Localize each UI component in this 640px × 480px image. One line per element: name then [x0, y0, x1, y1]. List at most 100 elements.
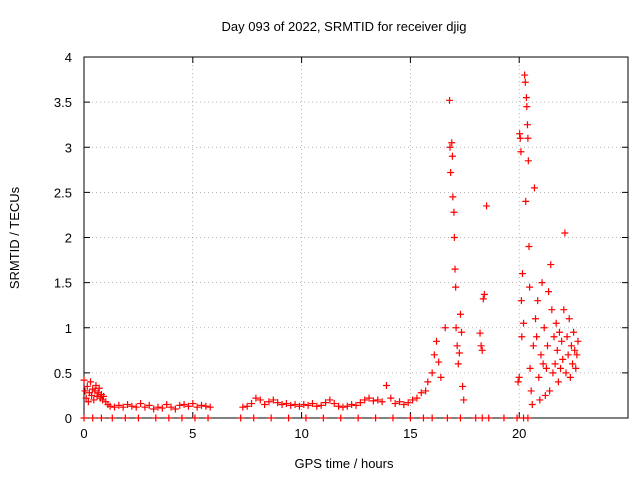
data-point	[441, 324, 449, 332]
data-point	[522, 197, 530, 205]
data-point	[535, 373, 543, 381]
data-point	[558, 337, 566, 345]
data-point	[90, 396, 98, 404]
data-point	[121, 414, 129, 422]
data-point	[83, 382, 91, 390]
data-point	[553, 346, 561, 354]
data-point	[404, 399, 412, 407]
data-point	[256, 396, 264, 404]
data-point	[446, 96, 454, 104]
data-point	[549, 369, 557, 377]
data-point	[472, 414, 480, 422]
data-point	[317, 401, 325, 409]
grid-lines	[84, 57, 628, 418]
data-point	[433, 337, 441, 345]
data-point	[361, 396, 369, 404]
data-point	[567, 342, 575, 350]
data-point	[250, 414, 258, 422]
data-point	[570, 328, 578, 336]
data-point	[295, 402, 303, 410]
data-point	[287, 401, 295, 409]
data-point	[243, 402, 251, 410]
data-point	[387, 394, 395, 402]
data-point	[561, 229, 569, 237]
data-point	[417, 389, 425, 397]
data-point	[537, 351, 545, 359]
data-point	[372, 414, 380, 422]
data-point	[453, 342, 461, 350]
data-point	[193, 403, 201, 411]
y-axis-label: SRMTID / TECUs	[7, 186, 22, 289]
data-point	[564, 351, 572, 359]
data-point	[337, 414, 345, 422]
data-point	[409, 396, 417, 404]
data-point	[154, 403, 162, 411]
data-point	[87, 378, 95, 386]
data-point	[528, 400, 536, 408]
y-tick-label: 0.5	[54, 366, 72, 381]
data-point	[450, 208, 458, 216]
data-point	[84, 398, 92, 406]
data-point	[304, 401, 312, 409]
data-point	[282, 400, 290, 408]
data-point	[516, 134, 524, 142]
data-point	[559, 355, 567, 363]
data-point	[565, 315, 573, 323]
data-point	[189, 400, 197, 408]
data-point	[478, 346, 486, 354]
y-tick-label: 3.5	[54, 95, 72, 110]
data-point	[443, 414, 451, 422]
data-point	[541, 391, 549, 399]
data-point	[547, 261, 555, 269]
data-point	[557, 364, 565, 372]
data-point	[514, 378, 522, 386]
data-point	[378, 398, 386, 406]
data-point	[524, 414, 532, 422]
data-point	[119, 403, 127, 411]
data-point	[134, 414, 142, 422]
data-point	[456, 414, 464, 422]
data-point	[450, 234, 458, 241]
x-tick-label: 0	[80, 426, 87, 441]
data-point	[180, 400, 188, 408]
data-point	[480, 290, 488, 298]
data-point	[483, 202, 491, 210]
data-point	[348, 400, 356, 408]
data-point	[132, 403, 140, 411]
data-point	[141, 403, 149, 411]
data-point	[574, 337, 582, 345]
data-point	[261, 400, 269, 408]
data-point	[571, 346, 579, 354]
y-tick-label: 2.5	[54, 185, 72, 200]
data-points	[80, 71, 582, 422]
y-tick-label: 1	[65, 321, 72, 336]
y-tick-label: 0	[65, 411, 72, 426]
data-point	[448, 152, 456, 160]
data-point	[562, 369, 570, 377]
data-point	[477, 342, 485, 350]
x-tick-label: 10	[294, 426, 308, 441]
data-point	[406, 414, 414, 422]
data-point	[206, 403, 214, 411]
data-point	[400, 400, 408, 408]
data-point	[500, 414, 508, 422]
data-point	[435, 358, 443, 366]
data-point	[413, 394, 421, 402]
data-point	[184, 402, 192, 410]
data-point	[525, 243, 533, 251]
data-point	[524, 157, 532, 165]
data-point	[163, 400, 171, 408]
data-point	[319, 414, 327, 422]
data-point	[322, 399, 330, 407]
data-point	[517, 148, 525, 156]
data-point	[419, 414, 427, 422]
data-point	[538, 279, 546, 287]
data-point	[81, 387, 89, 395]
data-point	[458, 328, 466, 336]
data-point	[278, 400, 286, 408]
data-point	[546, 387, 554, 395]
y-tick-label: 4	[65, 50, 72, 65]
data-point	[566, 373, 574, 381]
data-point	[165, 414, 173, 422]
